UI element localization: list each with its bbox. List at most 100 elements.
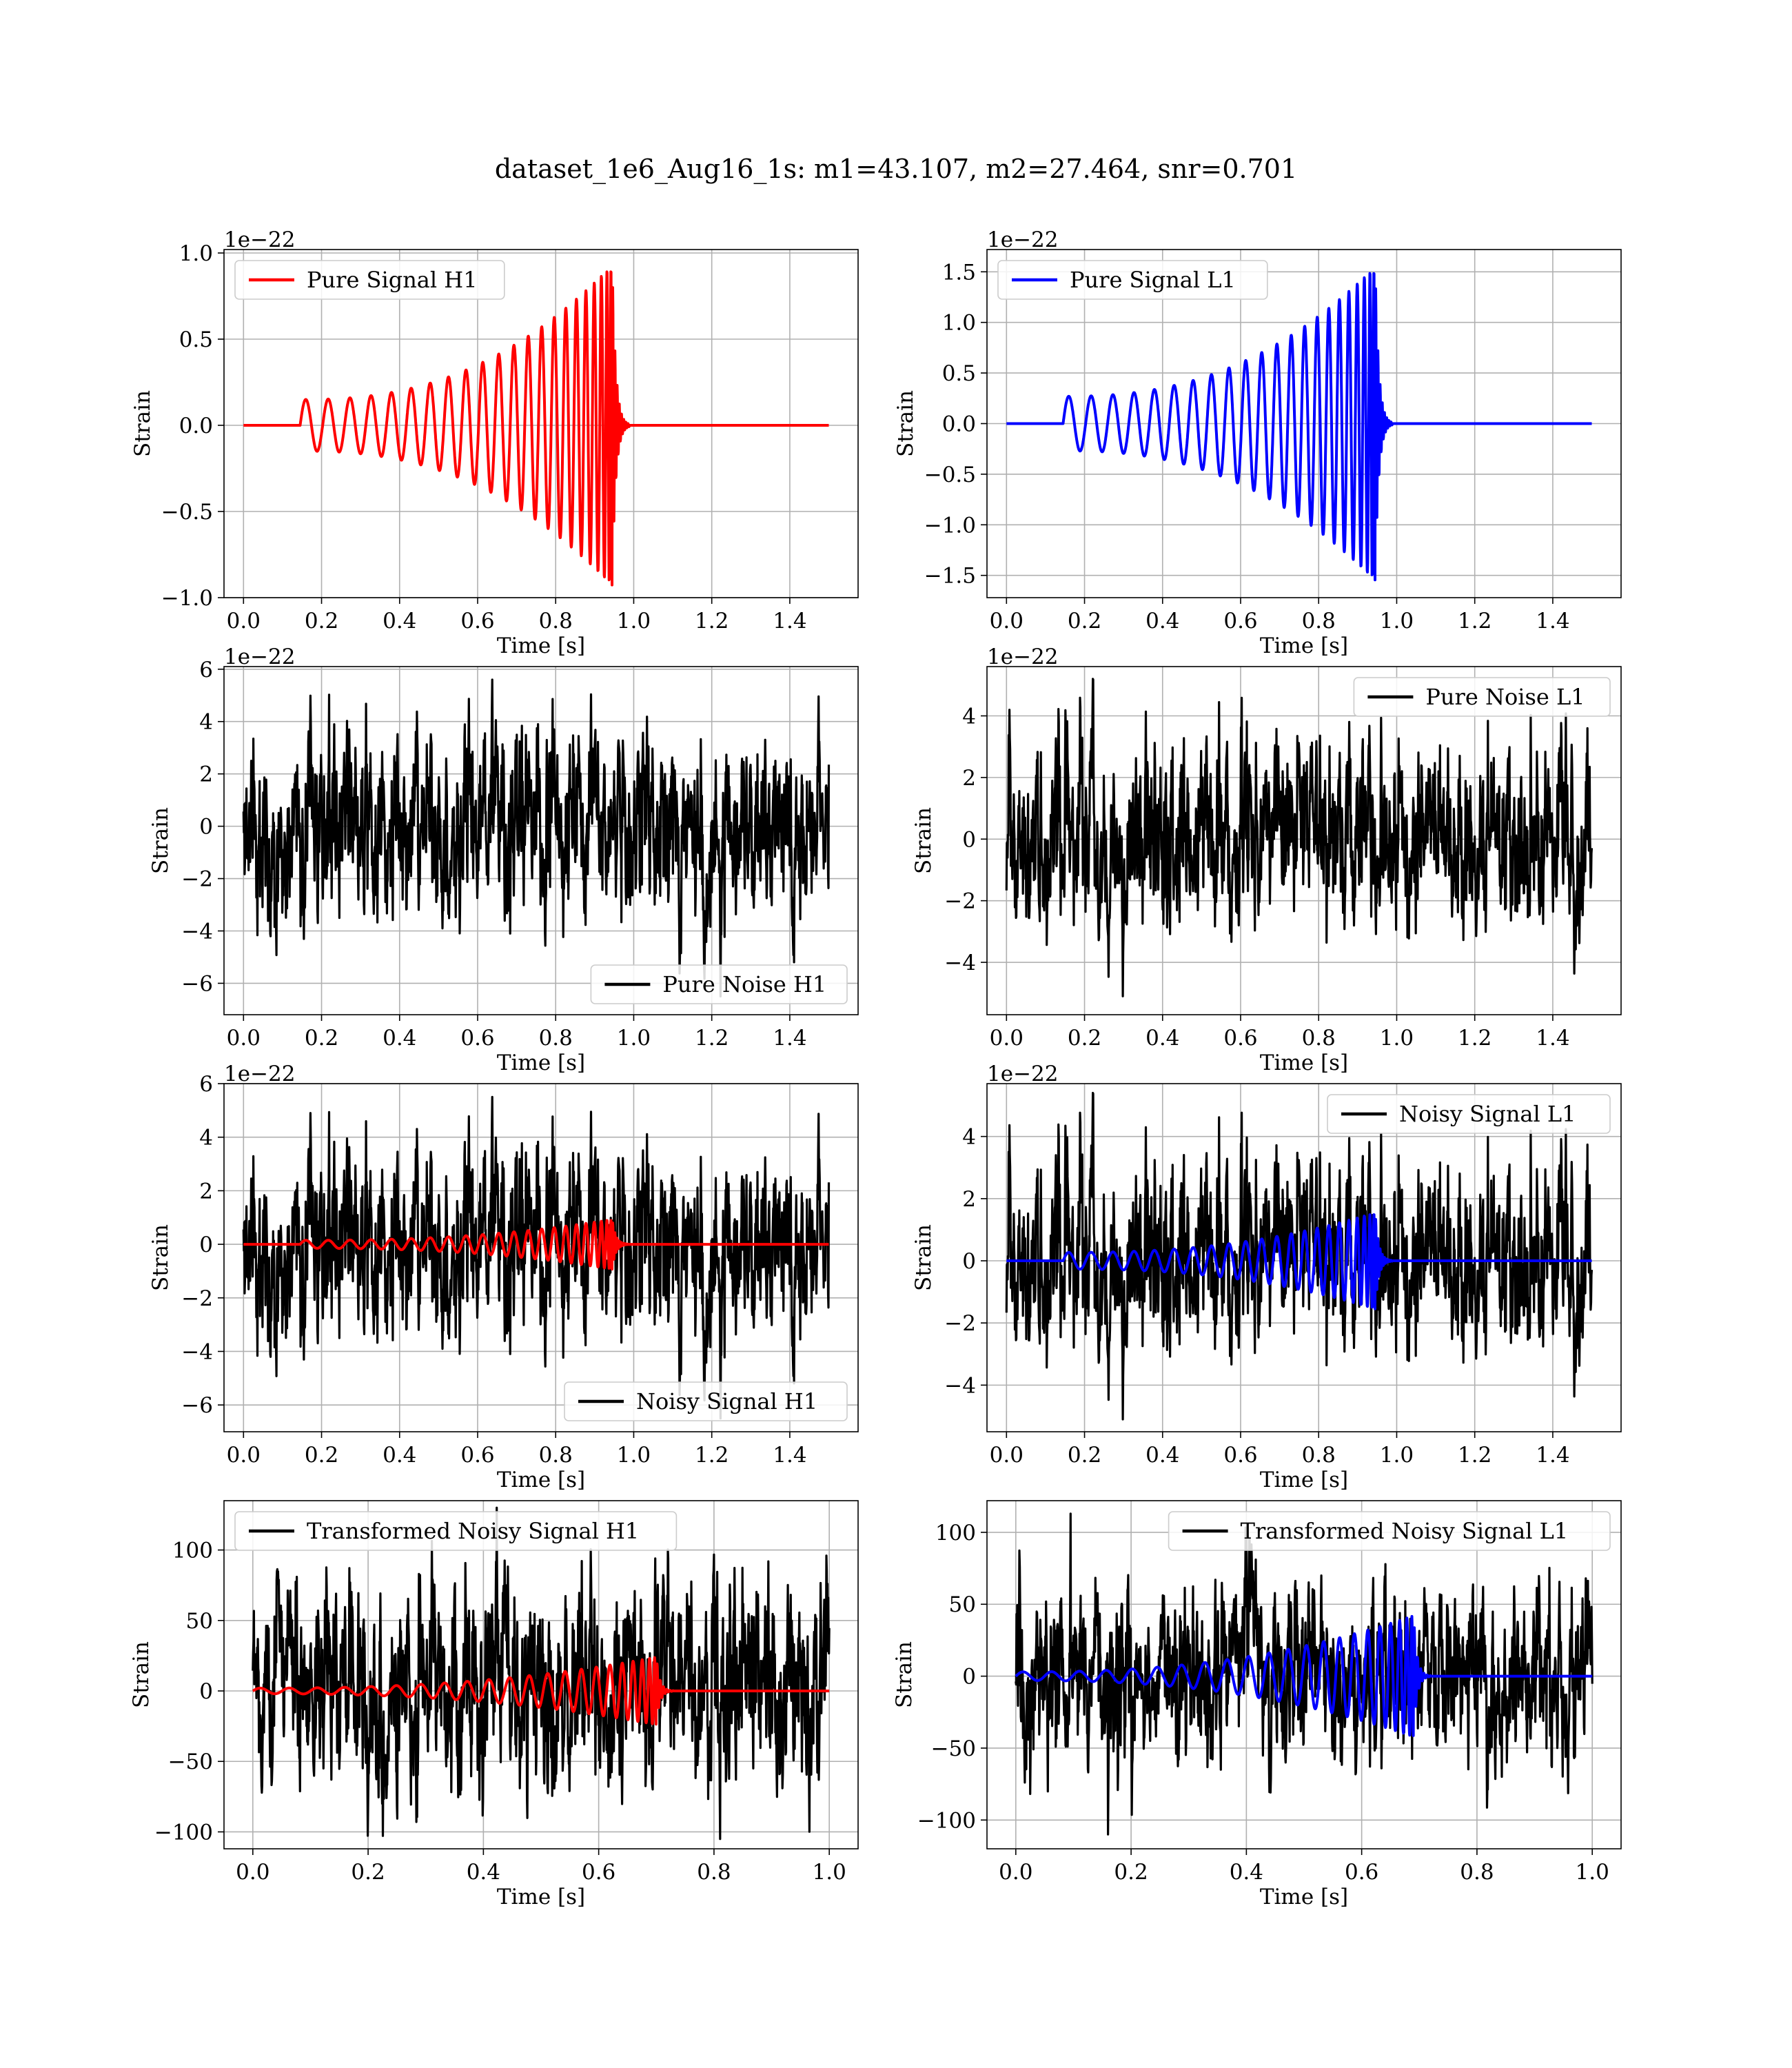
x-tick-label: 1.4	[1536, 1443, 1569, 1468]
y-tick-label: −100	[917, 1808, 976, 1833]
y-tick-label: 50	[949, 1592, 976, 1617]
x-tick-label: 0.2	[1068, 1443, 1101, 1468]
subplot-pure-noise-h1: 0.0 0.2 0.4 0.6 0.8 1.0 1.2 1.4 −6 −4 −2 0 2 4 6 1e−22 T…	[148, 645, 859, 1075]
y-tick-label: −4	[944, 1373, 976, 1398]
series-line-1	[1005, 1213, 1594, 1310]
y-tick-label: 2	[199, 762, 213, 787]
x-tick-label: 0.6	[460, 609, 494, 633]
x-tick-label: 0.0	[990, 1443, 1024, 1468]
y-axis-label: Strain	[893, 390, 918, 457]
x-tick-label: 0.0	[236, 1860, 269, 1885]
y-tick-label: 0.5	[179, 327, 213, 352]
y-tick-label: 1.5	[942, 260, 976, 285]
series-group	[252, 1506, 831, 1841]
subplot-grid: 0.0 0.2 0.4 0.6 0.8 1.0 1.2 1.4 −1.0 −0.5 0.0 0.5 1.…	[129, 227, 1622, 1909]
legend-box	[564, 1381, 848, 1421]
y-axis-label: Strain	[129, 1641, 154, 1708]
y-tick-label: −6	[181, 1393, 213, 1418]
legend-box	[1327, 1094, 1611, 1134]
x-tick-label: 1.0	[1380, 609, 1414, 633]
x-tick-label: 0.8	[1302, 1026, 1336, 1051]
x-tick-label: 1.0	[1380, 1443, 1414, 1468]
legend: Noisy Signal H1	[564, 1381, 848, 1421]
x-tick-label: 0.8	[539, 1026, 573, 1051]
legend: Transformed Noisy Signal L1	[1168, 1511, 1611, 1551]
x-tick-label: 0.8	[539, 1443, 573, 1468]
x-tick-label: 0.6	[1345, 1860, 1378, 1885]
y-tick-label: −6	[181, 971, 213, 996]
y-tick-label: 0	[962, 1249, 976, 1274]
x-tick-label: 0.0	[990, 1026, 1024, 1051]
series-line-1	[252, 1656, 831, 1726]
x-tick-label: 0.8	[1460, 1860, 1494, 1885]
y-tick-label: 0	[199, 1233, 213, 1257]
legend: Pure Noise H1	[590, 964, 848, 1004]
x-tick-label: 0.4	[1230, 1860, 1263, 1885]
y-tick-label: 1.0	[179, 241, 213, 266]
x-tick-label: 0.8	[1302, 609, 1336, 633]
axes-frame	[223, 666, 859, 1015]
x-tick-label: 0.4	[467, 1860, 500, 1885]
legend-label: Transformed Noisy Signal H1	[307, 1518, 639, 1544]
y-axis-label: Strain	[130, 390, 155, 457]
x-tick-label: 1.0	[813, 1860, 846, 1885]
y-tick-label: −0.5	[161, 500, 213, 525]
y-axis-label: Strain	[148, 1224, 173, 1291]
y-axis-label: Strain	[892, 1641, 917, 1708]
x-tick-label: 0.6	[1223, 609, 1257, 633]
y-tick-label: 0.0	[942, 412, 976, 437]
x-tick-label: 1.0	[1576, 1860, 1609, 1885]
legend-box	[997, 260, 1268, 300]
y-tick-label: −1.0	[161, 586, 213, 611]
y-tick-label: −4	[181, 919, 213, 944]
y-tick-label: 1.0	[942, 311, 976, 336]
legend-label: Noisy Signal L1	[1399, 1101, 1576, 1127]
series-group	[242, 678, 831, 997]
y-axis-label: Strain	[148, 807, 173, 874]
y-tick-label: 0	[962, 1665, 976, 1690]
series-line-1	[1015, 1614, 1594, 1737]
x-tick-label: 0.2	[351, 1860, 385, 1885]
legend-label: Pure Noise L1	[1425, 684, 1585, 710]
series-group	[1005, 272, 1594, 582]
legend-label: Pure Noise H1	[662, 971, 826, 997]
subplot-pure-signal-h1: 0.0 0.2 0.4 0.6 0.8 1.0 1.2 1.4 −1.0 −0.5 0.0 0.5 1.…	[130, 227, 859, 658]
legend-label: Transformed Noisy Signal L1	[1241, 1518, 1569, 1544]
x-tick-label: 0.4	[1146, 609, 1179, 633]
y-tick-label: 4	[962, 704, 976, 729]
x-tick-label: 0.4	[1146, 1026, 1179, 1051]
x-axis-label: Time [s]	[1260, 1051, 1348, 1075]
y-tick-label: −50	[168, 1750, 213, 1774]
series-line-0	[1005, 678, 1594, 997]
series-group	[242, 270, 831, 587]
figure-title: dataset_1e6_Aug16_1s: m1=43.107, m2=27.4…	[495, 154, 1297, 185]
x-tick-label: 1.4	[773, 609, 806, 633]
x-axis-label: Time [s]	[1260, 1885, 1348, 1909]
subplot-transformed-noisy-h1: 0.0 0.2 0.4 0.6 0.8 1.0 −100 −50 0 50 100 Time [s] S…	[129, 1500, 859, 1909]
series-line-1	[242, 1219, 831, 1271]
x-tick-label: 0.2	[1068, 1026, 1101, 1051]
y-offset-text: 1e−22	[224, 645, 296, 669]
x-tick-label: 0.0	[999, 1860, 1032, 1885]
y-offset-text: 1e−22	[224, 1062, 296, 1086]
x-tick-label: 0.6	[460, 1026, 494, 1051]
x-tick-label: 0.0	[227, 609, 261, 633]
y-offset-text: 1e−22	[987, 227, 1059, 252]
x-tick-label: 0.2	[305, 609, 338, 633]
legend: Pure Signal L1	[997, 260, 1268, 300]
series-group	[1015, 1512, 1594, 1836]
x-tick-label: 1.4	[773, 1443, 806, 1468]
legend-label: Pure Signal H1	[307, 267, 478, 293]
axes-frame	[223, 1083, 859, 1432]
axes-frame	[986, 1500, 1622, 1849]
x-tick-label: 1.0	[617, 1443, 651, 1468]
y-tick-label: 2	[962, 766, 976, 791]
x-tick-label: 1.2	[1458, 1026, 1491, 1051]
axes-frame	[223, 1500, 859, 1849]
series-group	[1005, 1091, 1594, 1421]
series-group	[1005, 678, 1594, 997]
y-tick-label: 2	[962, 1187, 976, 1212]
series-line-0	[242, 678, 831, 997]
legend: Pure Noise L1	[1353, 677, 1611, 717]
